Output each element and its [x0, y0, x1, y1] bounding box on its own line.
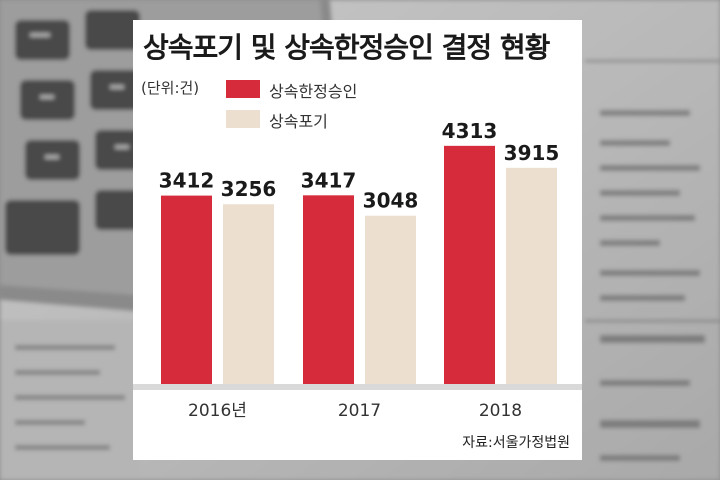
chart-title: 상속포기 및 상속한정승인 결정 현황 — [143, 31, 550, 64]
legend-swatch-series-0 — [226, 80, 260, 98]
x-tick-label-1: 2017 — [338, 401, 381, 421]
data-label-hanjeong-1: 3417 — [301, 168, 357, 192]
legend-label-series-0: 상속한정승인 — [269, 82, 358, 101]
data-label-pogi-2: 3915 — [504, 141, 560, 165]
unit-label: (단위:건) — [141, 79, 200, 97]
bar-hanjeong-0 — [161, 195, 212, 384]
legend-swatch-series-1 — [226, 110, 260, 128]
bar-pogi-0 — [223, 204, 274, 384]
source-note: 자료:서울가정법원 — [462, 435, 570, 451]
data-label-pogi-1: 3048 — [363, 189, 419, 213]
bar-pogi-1 — [365, 215, 416, 384]
bar-pogi-2 — [506, 167, 557, 384]
x-tick-label-0: 2016년 — [188, 401, 247, 421]
legend-label-series-1: 상속포기 — [269, 112, 328, 131]
bar-hanjeong-1 — [303, 195, 354, 384]
baseline — [133, 384, 582, 390]
data-label-hanjeong-0: 3412 — [159, 169, 215, 193]
data-label-hanjeong-2: 4313 — [442, 119, 498, 143]
bar-hanjeong-2 — [444, 145, 495, 384]
chart-card: 상속포기 및 상속한정승인 결정 현황 (단위:건) 상속한정승인 상속포기 3… — [133, 20, 582, 460]
x-tick-label-2: 2018 — [479, 401, 522, 421]
data-label-pogi-0: 3256 — [221, 177, 277, 201]
